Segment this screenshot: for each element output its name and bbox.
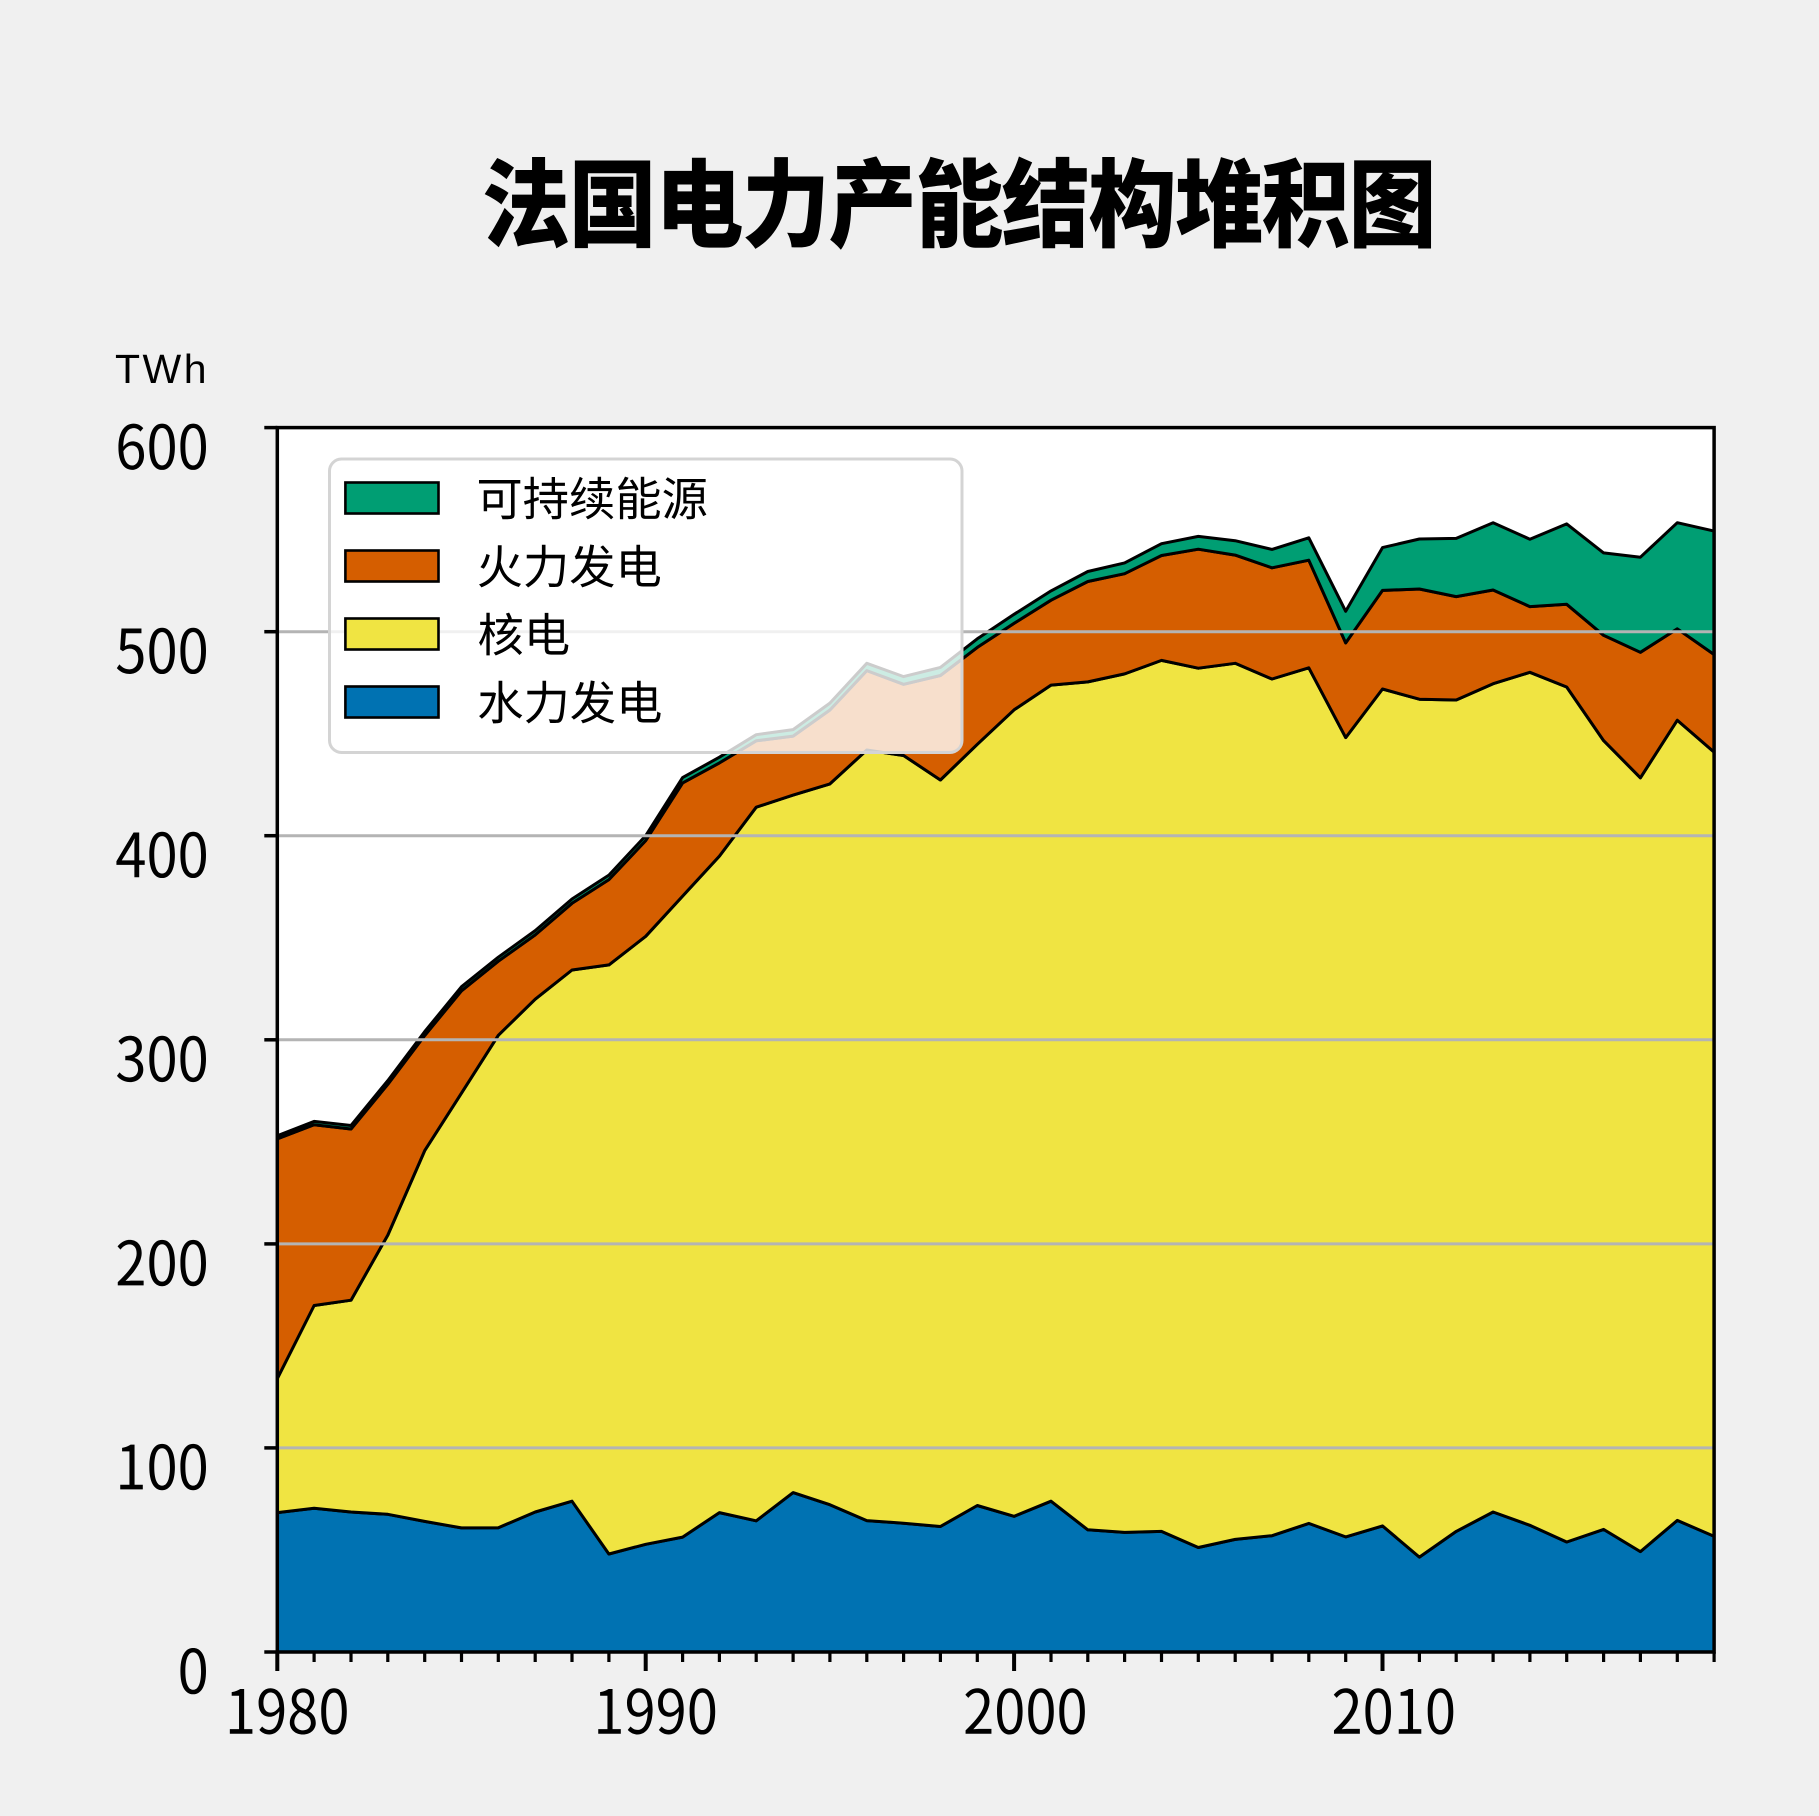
svg-text:TWh: TWh (115, 346, 209, 392)
